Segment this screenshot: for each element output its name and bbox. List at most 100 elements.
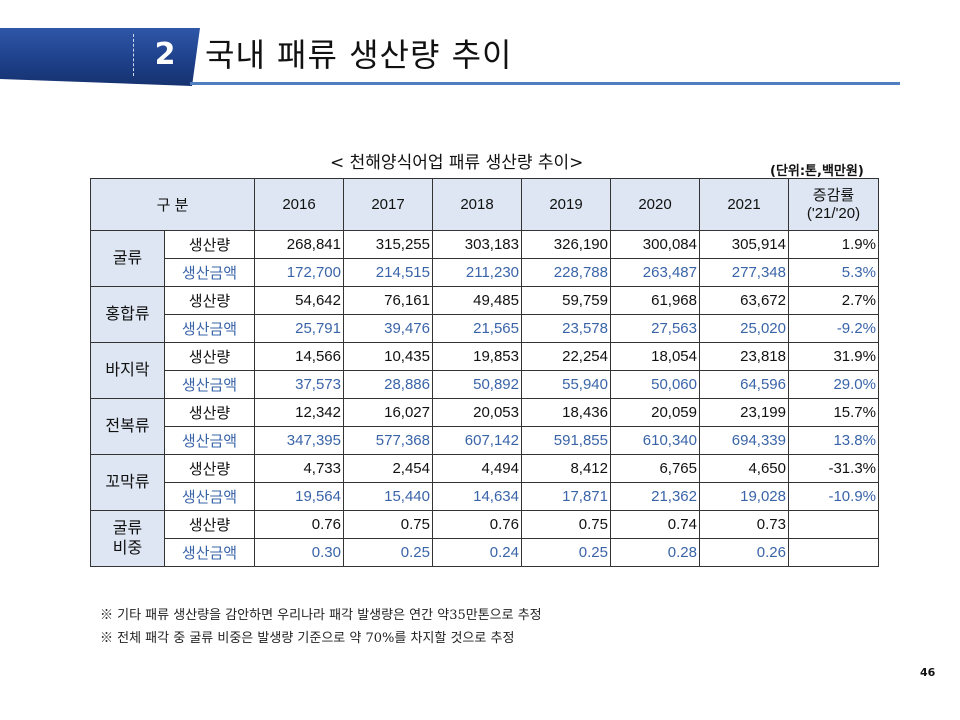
table-row: 생산금액 0.30 0.25 0.24 0.25 0.28 0.26 — [91, 538, 879, 567]
value-cell: 4,650 — [699, 454, 789, 483]
footnotes: ※ 기타 패류 생산량을 감안하면 우리나라 패각 발생량은 연간 약35만톤으… — [100, 604, 542, 650]
metric-label-cell: 생산량 — [164, 398, 255, 427]
value-cell: 18,436 — [521, 398, 611, 427]
growth-cell: 1.9% — [788, 230, 879, 259]
value-cell: 55,940 — [521, 370, 611, 399]
category-cell: 꼬막류 — [90, 454, 165, 511]
value-cell: 21,362 — [610, 482, 700, 511]
value-cell: 61,968 — [610, 286, 700, 315]
category-cell: 전복류 — [90, 398, 165, 455]
value-cell: 10,435 — [343, 342, 433, 371]
metric-label-cell: 생산량 — [164, 286, 255, 315]
value-cell: 16,027 — [343, 398, 433, 427]
value-cell: 300,084 — [610, 230, 700, 259]
table-row: 굴류 생산량 268,841 315,255 303,183 326,190 300,084… — [90, 230, 879, 287]
value-cell: 172,700 — [254, 258, 344, 287]
value-cell: 0.76 — [254, 510, 344, 539]
metric-label-cell: 생산금액 — [164, 370, 255, 399]
metric-label-cell: 생산금액 — [164, 314, 255, 343]
value-cell: 14,566 — [254, 342, 344, 371]
production-table: 구 분 2016 2017 2018 2019 2020 2021 증감률 ('… — [90, 178, 879, 567]
header-growth: 증감률 ('21/'20) — [788, 178, 879, 231]
banner-divider — [133, 34, 135, 76]
value-cell: 22,254 — [521, 342, 611, 371]
table-row: 홍합류 생산량 54,642 76,161 49,485 59,759 61,968 63,6… — [90, 286, 879, 343]
title-underline — [190, 82, 900, 85]
category-cell: 굴류 — [90, 230, 165, 287]
value-cell: 315,255 — [343, 230, 433, 259]
value-cell: 591,855 — [521, 426, 611, 455]
metric-label-cell: 생산량 — [164, 510, 255, 539]
value-cell: 263,487 — [610, 258, 700, 287]
value-cell: 0.76 — [432, 510, 522, 539]
growth-cell: 13.8% — [788, 426, 879, 455]
value-cell: 303,183 — [432, 230, 522, 259]
value-cell: 577,368 — [343, 426, 433, 455]
table-row: 생산금액 347,395 577,368 607,142 591,855 610,340 6… — [91, 426, 879, 455]
value-cell: 64,596 — [699, 370, 789, 399]
header-year: 2016 — [254, 178, 344, 231]
growth-cell — [788, 538, 879, 567]
growth-cell: -10.9% — [788, 482, 879, 511]
header-year: 2018 — [432, 178, 522, 231]
header-growth-label: 증감률 — [812, 186, 855, 204]
metric-label-cell: 생산금액 — [164, 482, 255, 511]
value-cell: 2,454 — [343, 454, 433, 483]
value-cell: 23,199 — [699, 398, 789, 427]
unit-label: (단위:톤,백만원) — [770, 164, 864, 179]
growth-cell — [788, 510, 879, 539]
header-row: 구 분 2016 2017 2018 2019 2020 2021 증감률 ('… — [90, 178, 879, 231]
section-banner — [0, 28, 200, 86]
growth-cell: 29.0% — [788, 370, 879, 399]
metric-label-cell: 생산금액 — [164, 258, 255, 287]
value-cell: 12,342 — [254, 398, 344, 427]
table-row: 생산금액 172,700 214,515 211,230 228,788 263,487 2… — [91, 258, 879, 287]
table-title: < 천해양식어업 패류 생산량 추이> — [330, 153, 584, 173]
value-cell: 18,054 — [610, 342, 700, 371]
value-cell: 25,020 — [699, 314, 789, 343]
value-cell: 347,395 — [254, 426, 344, 455]
value-cell: 54,642 — [254, 286, 344, 315]
value-cell: 23,818 — [699, 342, 789, 371]
value-cell: 50,060 — [610, 370, 700, 399]
page-number: 46 — [920, 666, 936, 679]
metric-label-cell: 생산량 — [164, 230, 255, 259]
header-category: 구 분 — [90, 178, 255, 231]
value-cell: 268,841 — [254, 230, 344, 259]
header-year: 2021 — [699, 178, 789, 231]
table-row: 전복류 생산량 12,342 16,027 20,053 18,436 20,059 23,1… — [90, 398, 879, 455]
growth-cell: -31.3% — [788, 454, 879, 483]
value-cell: 0.30 — [254, 538, 344, 567]
growth-cell: 2.7% — [788, 286, 879, 315]
value-cell: 39,476 — [343, 314, 433, 343]
value-cell: 8,412 — [521, 454, 611, 483]
value-cell: 25,791 — [254, 314, 344, 343]
header-growth-period: ('21/'20) — [806, 204, 861, 222]
value-cell: 4,494 — [432, 454, 522, 483]
value-cell: 4,733 — [254, 454, 344, 483]
value-cell: 214,515 — [343, 258, 433, 287]
value-cell: 63,672 — [699, 286, 789, 315]
footnote: ※ 전체 패각 중 굴류 비중은 발생량 기준으로 약 70%를 차지할 것으로… — [100, 631, 515, 646]
value-cell: 50,892 — [432, 370, 522, 399]
metric-label-cell: 생산량 — [164, 342, 255, 371]
value-cell: 0.24 — [432, 538, 522, 567]
value-cell: 19,028 — [699, 482, 789, 511]
value-cell: 694,339 — [699, 426, 789, 455]
value-cell: 610,340 — [610, 426, 700, 455]
value-cell: 305,914 — [699, 230, 789, 259]
value-cell: 0.75 — [343, 510, 433, 539]
header-year: 2017 — [343, 178, 433, 231]
value-cell: 0.74 — [610, 510, 700, 539]
table-row: 꼬막류 생산량 4,733 2,454 4,494 8,412 6,765 4,650 -31.… — [90, 454, 879, 511]
value-cell: 277,348 — [699, 258, 789, 287]
value-cell: 28,886 — [343, 370, 433, 399]
growth-cell: 15.7% — [788, 398, 879, 427]
metric-label-cell: 생산량 — [164, 454, 255, 483]
value-cell: 20,053 — [432, 398, 522, 427]
table-row: 생산금액 25,791 39,476 21,565 23,578 27,563 25,020… — [91, 314, 879, 343]
header-year: 2020 — [610, 178, 700, 231]
value-cell: 0.28 — [610, 538, 700, 567]
value-cell: 19,564 — [254, 482, 344, 511]
value-cell: 59,759 — [521, 286, 611, 315]
